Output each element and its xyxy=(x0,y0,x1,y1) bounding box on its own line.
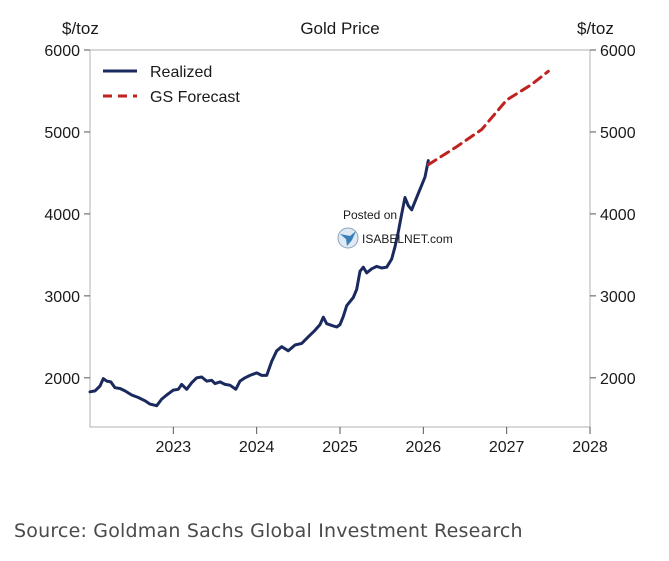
y-tick-label-left-5000: 5000 xyxy=(44,125,80,142)
watermark-line1: Posted on xyxy=(343,208,397,222)
axis-ticks: 2000 2000 3000 3000 4000 4000 5000 5000 6000 6000… xyxy=(44,43,635,456)
y-tick-label-right-3000: 3000 xyxy=(600,289,636,306)
y-tick-label-right-6000: 6000 xyxy=(600,43,636,60)
y-tick-label-right-2000: 2000 xyxy=(600,371,636,388)
x-tick-label-2027: 2027 xyxy=(489,439,525,456)
y-tick-label-left-4000: 4000 xyxy=(44,207,80,224)
y-tick-label-right-4000: 4000 xyxy=(600,207,636,224)
y-tick-label-left-6000: 6000 xyxy=(44,43,80,60)
x-tick-label-2028: 2028 xyxy=(572,439,608,456)
watermark: Posted on ISABELNET.com xyxy=(337,208,453,249)
chart-title: Gold Price xyxy=(300,19,379,38)
y-tick-label-right-5000: 5000 xyxy=(600,125,636,142)
watermark-line2: ISABELNET.com xyxy=(362,232,453,246)
y-tick-label-left-2000: 2000 xyxy=(44,371,80,388)
x-tick-label-2025: 2025 xyxy=(322,439,358,456)
right-axis-unit: $/toz xyxy=(577,19,614,38)
x-tick-label-2023: 2023 xyxy=(156,439,192,456)
series-line-realized xyxy=(88,159,430,408)
series-lines xyxy=(88,69,550,408)
left-axis-unit: $/toz xyxy=(62,19,99,38)
y-tick-label-left-3000: 3000 xyxy=(44,289,80,306)
watermark-bird-icon xyxy=(340,231,356,246)
legend-forecast-label: GS Forecast xyxy=(150,89,240,106)
x-tick-label-2024: 2024 xyxy=(239,439,275,456)
legend: Realized GS Forecast xyxy=(103,64,240,106)
series-line-gs-forecast xyxy=(426,69,550,167)
x-tick-label-2026: 2026 xyxy=(406,439,442,456)
legend-realized-label: Realized xyxy=(150,64,212,81)
source-note: Source: Goldman Sachs Global Investment … xyxy=(14,520,523,542)
